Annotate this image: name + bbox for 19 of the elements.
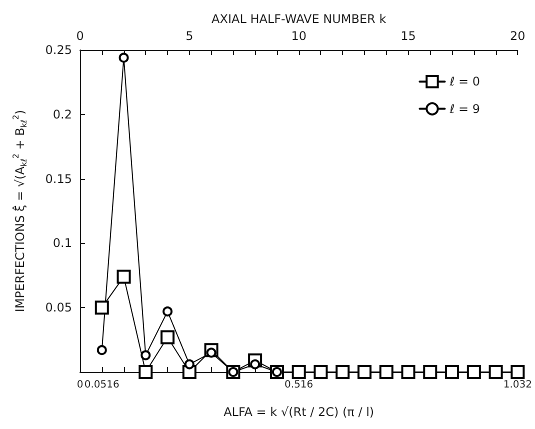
x2-tick-label: 5 xyxy=(186,29,194,43)
x-axis-title: ALFA = k √(Rt / 2C) (π / l) xyxy=(224,405,374,419)
x-tick-label: 0.0516 xyxy=(84,380,120,390)
y-tick-label: 0.2 xyxy=(52,107,72,122)
y-tick-label: 0.1 xyxy=(52,236,72,250)
x2-tick-label: 0 xyxy=(76,29,84,43)
legend-label: ℓ = 0 xyxy=(448,74,480,89)
x2-axis-title: AXIAL HALF-WAVE NUMBER k xyxy=(212,12,386,26)
x-tick-label: 0.516 xyxy=(284,380,314,390)
x2-tick-label: 15 xyxy=(400,29,416,43)
y-tick-label: 0.05 xyxy=(45,300,72,315)
x-tick-label: 0 xyxy=(76,380,84,390)
y-tick-label: 0.15 xyxy=(45,172,72,186)
y-tick-label: 0.25 xyxy=(45,43,72,57)
y-axis-title: IMPERFECTIONS ξ̂ = √(Akℓ2 + Bkℓ2) xyxy=(12,110,28,312)
x-tick-label: 1.032 xyxy=(503,380,532,390)
legend-label: ℓ = 9 xyxy=(448,102,480,116)
x2-tick-label: 10 xyxy=(291,29,306,43)
x2-tick-label: 20 xyxy=(510,29,526,43)
